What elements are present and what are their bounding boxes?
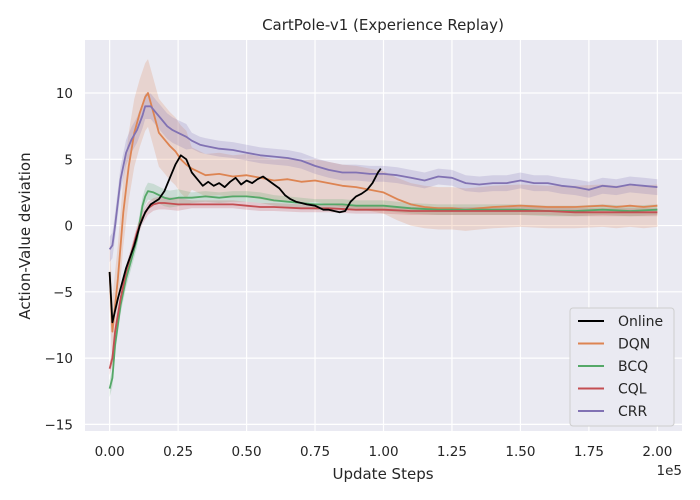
chart-title: CartPole-v1 (Experience Replay) [262, 16, 504, 34]
x-tick-label: 2.00 [642, 444, 672, 460]
band-cql [109, 196, 658, 376]
x-tick-label: 1.75 [574, 444, 604, 460]
line-online [108, 154, 382, 324]
x-tick-label: 0.75 [300, 444, 330, 460]
band-crr [109, 93, 658, 263]
y-axis-label: Action-Value deviation [16, 152, 34, 319]
legend-label-online: Online [618, 314, 663, 330]
x-tick-label: 0.25 [163, 444, 193, 460]
x-tick-label: 0.00 [95, 444, 125, 460]
confidence-bands [109, 59, 658, 398]
x-axis-label: Update Steps [332, 465, 433, 483]
x-tick-label: 1.25 [437, 444, 467, 460]
y-tick-label: −5 [53, 285, 73, 301]
x-offset-label: 1e5 [657, 463, 682, 479]
legend-items: Online DQN BCQ CQL CRR [578, 314, 663, 420]
line-dqn [108, 92, 658, 333]
y-tick-label: −10 [45, 351, 74, 367]
y-tick-label: 10 [56, 86, 73, 102]
legend-box [569, 307, 675, 427]
legend: Online DQN BCQ CQL CRR [569, 307, 675, 427]
y-tick-label: 0 [64, 219, 73, 235]
band-bcq [109, 182, 658, 398]
legend-label-crr: CRR [618, 404, 648, 420]
y-tick-label: 5 [64, 152, 73, 168]
band-dqn [109, 59, 658, 366]
series-lines [108, 92, 658, 389]
legend-label-cql: CQL [618, 382, 647, 398]
y-tick-labels: −15 −10 −5 0 5 10 [45, 86, 74, 433]
x-tick-label: 1.50 [505, 444, 535, 460]
legend-label-bcq: BCQ [618, 359, 648, 375]
x-tick-label: 0.50 [232, 444, 262, 460]
x-tick-label: 1.00 [368, 444, 398, 460]
line-crr [108, 105, 658, 250]
legend-label-dqn: DQN [618, 337, 650, 353]
x-tick-labels: 0.00 0.25 0.50 0.75 1.00 1.25 1.50 1.75 2.00 [95, 444, 673, 460]
y-tick-label: −15 [45, 417, 74, 433]
